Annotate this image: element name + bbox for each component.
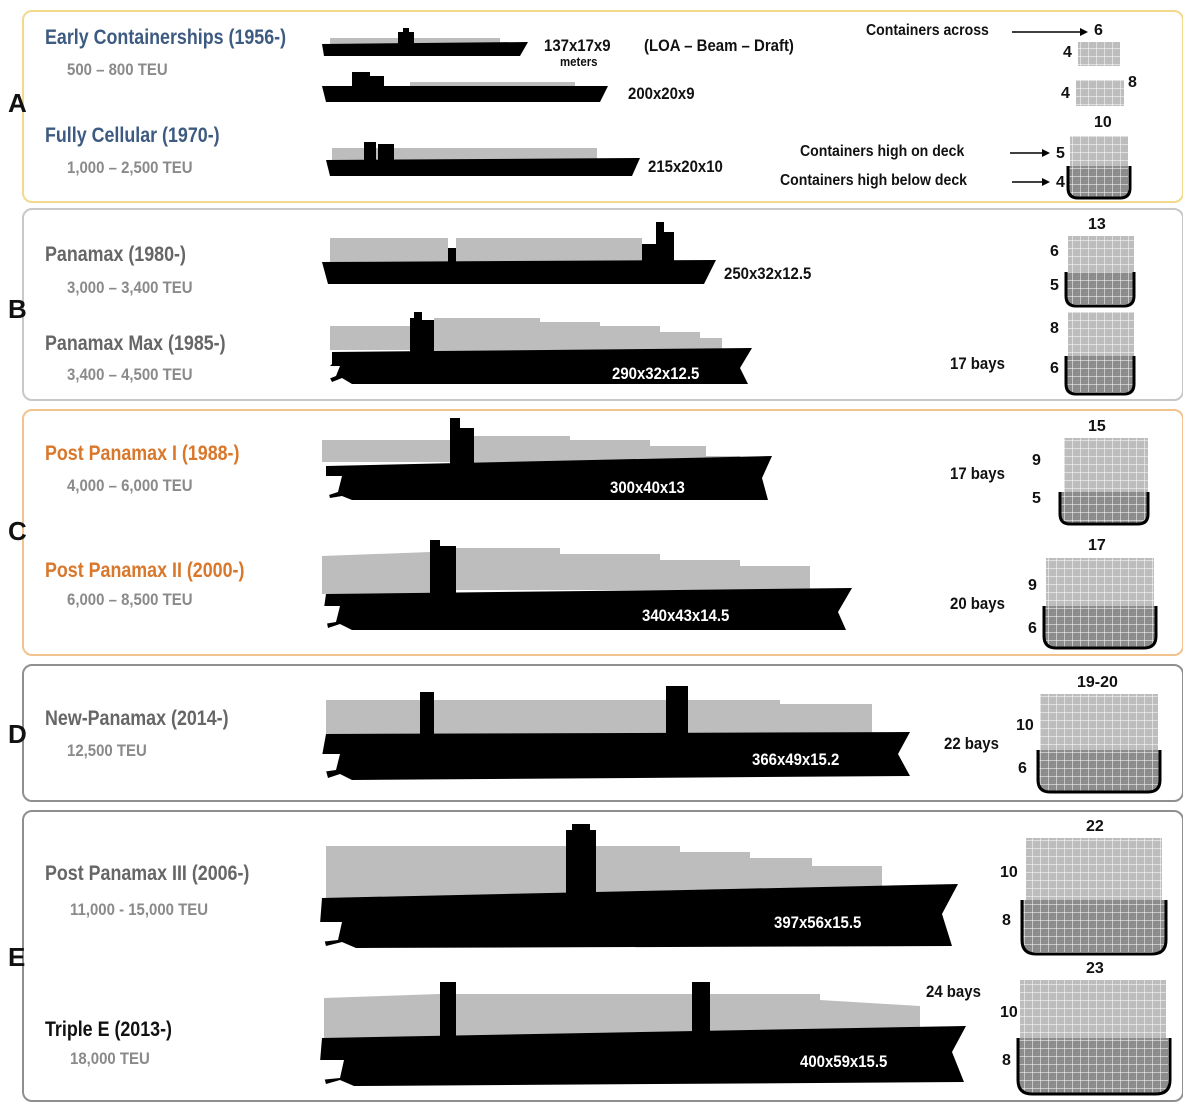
section-panamax-below: 5 bbox=[1050, 277, 1059, 294]
section-post-panamax-1-on-deck: 9 bbox=[1032, 452, 1041, 469]
section-triple-e-on-deck: 10 bbox=[1000, 1004, 1018, 1021]
dims-new-panamax: 366x49x15.2 bbox=[752, 750, 840, 769]
ship-silhouette-post-panamax-2 bbox=[322, 540, 852, 630]
legend-arrow-across bbox=[1012, 28, 1088, 36]
dims-panamax-max: 290x32x12.5 bbox=[612, 364, 700, 383]
ship-teu-new-panamax: 12,500 TEU bbox=[67, 741, 147, 760]
section-early-across: 6 bbox=[1094, 22, 1103, 39]
dims-early-2: 200x20x9 bbox=[628, 84, 695, 103]
cross-section-panamax-max bbox=[1064, 312, 1136, 396]
legend-below-deck: Containers high below deck bbox=[780, 172, 967, 189]
section-early-below: 4 bbox=[1063, 44, 1072, 61]
section-panamax-on-deck: 6 bbox=[1050, 243, 1059, 260]
ship-teu-panamax-max: 3,400 – 4,500 TEU bbox=[67, 365, 193, 384]
section-new-panamax-across: 19-20 bbox=[1077, 674, 1118, 691]
cross-section-fully-cellular bbox=[1066, 136, 1132, 200]
section-post-panamax-3-below: 8 bbox=[1002, 912, 1011, 929]
section-new-panamax-below: 6 bbox=[1018, 760, 1027, 777]
ship-teu-triple-e: 18,000 TEU bbox=[70, 1049, 150, 1068]
ship-silhouette-fully-cellular bbox=[326, 142, 640, 176]
section-panamax-max-on-deck: 8 bbox=[1050, 320, 1059, 337]
legend-across: Containers across bbox=[866, 22, 989, 39]
section-post-panamax-1-across: 15 bbox=[1088, 418, 1106, 435]
section-panamax-across: 13 bbox=[1088, 216, 1106, 233]
ship-name-triple-e: Triple E (2013-) bbox=[45, 1018, 172, 1041]
cross-section-new-panamax bbox=[1036, 694, 1162, 794]
section-fully-cellular-across: 10 bbox=[1094, 114, 1112, 131]
ship-teu-post-panamax-3: 11,000 - 15,000 TEU bbox=[70, 900, 209, 919]
legend-arrow-on-deck bbox=[1010, 149, 1050, 157]
group-letter-d: D bbox=[8, 719, 27, 749]
ship-name-early: Early Containerships (1956-) bbox=[45, 26, 287, 49]
ship-name-new-panamax: New-Panamax (2014-) bbox=[45, 707, 229, 730]
section-fully-cellular-on-deck: 5 bbox=[1056, 145, 1065, 162]
ship-silhouette-triple-e bbox=[320, 982, 966, 1086]
ship-name-panamax-max: Panamax Max (1985-) bbox=[45, 332, 226, 355]
bays-panamax-max: 17 bays bbox=[950, 354, 1005, 373]
section-post-panamax-3-across: 22 bbox=[1086, 818, 1104, 835]
section-post-panamax-3-on-deck: 10 bbox=[1000, 864, 1018, 881]
dims-post-panamax-3: 397x56x15.5 bbox=[774, 913, 862, 932]
section-post-panamax-2-on-deck: 9 bbox=[1028, 577, 1037, 594]
bays-post-panamax-1: 17 bays bbox=[950, 464, 1005, 483]
ship-teu-fully-cellular: 1,000 – 2,500 TEU bbox=[67, 158, 193, 177]
cross-section-triple-e bbox=[1016, 980, 1172, 1096]
dims-early: 137x17x9 bbox=[544, 36, 611, 55]
section-triple-e-across: 23 bbox=[1086, 960, 1104, 977]
cross-section-early bbox=[1078, 42, 1120, 66]
cross-section-post-panamax-3 bbox=[1020, 838, 1168, 956]
cross-section-early-2 bbox=[1076, 80, 1124, 106]
bays-triple-e: 24 bays bbox=[926, 982, 981, 1001]
dims-post-panamax-2: 340x43x14.5 bbox=[642, 606, 730, 625]
section-post-panamax-2-across: 17 bbox=[1088, 537, 1106, 554]
section-new-panamax-on-deck: 10 bbox=[1016, 717, 1034, 734]
bays-new-panamax: 22 bays bbox=[944, 734, 999, 753]
dims-key: (LOA – Beam – Draft) bbox=[644, 36, 794, 55]
ship-name-post-panamax-3: Post Panamax III (2006-) bbox=[45, 862, 250, 885]
cross-section-post-panamax-1 bbox=[1058, 438, 1150, 526]
section-early-2-across: 8 bbox=[1128, 74, 1137, 91]
ship-silhouette-post-panamax-3 bbox=[320, 824, 958, 948]
ship-name-post-panamax-1: Post Panamax I (1988-) bbox=[45, 442, 240, 465]
dims-unit: meters bbox=[560, 54, 598, 69]
ship-silhouette-panamax-max bbox=[326, 312, 752, 384]
section-fully-cellular-below: 4 bbox=[1056, 174, 1065, 191]
ship-name-post-panamax-2: Post Panamax II (2000-) bbox=[45, 559, 245, 582]
cross-section-post-panamax-2 bbox=[1042, 558, 1158, 650]
dims-fully-cellular: 215x20x10 bbox=[648, 157, 723, 176]
legend-arrow-below-deck bbox=[1012, 178, 1050, 186]
ship-teu-post-panamax-2: 6,000 – 8,500 TEU bbox=[67, 590, 193, 609]
section-post-panamax-1-below: 5 bbox=[1032, 490, 1041, 507]
ship-name-panamax: Panamax (1980-) bbox=[45, 243, 186, 266]
group-letter-b: B bbox=[8, 294, 27, 324]
dims-panamax: 250x32x12.5 bbox=[724, 264, 812, 283]
legend-on-deck: Containers high on deck bbox=[800, 143, 965, 160]
dims-triple-e: 400x59x15.5 bbox=[800, 1052, 888, 1071]
ship-teu-panamax: 3,000 – 3,400 TEU bbox=[67, 278, 193, 297]
section-panamax-max-below: 6 bbox=[1050, 360, 1059, 377]
group-letter-c: C bbox=[8, 516, 27, 546]
ship-teu-post-panamax-1: 4,000 – 6,000 TEU bbox=[67, 476, 193, 495]
ship-silhouette-early bbox=[322, 28, 528, 56]
ship-silhouette-post-panamax-1 bbox=[322, 418, 772, 500]
dims-post-panamax-1: 300x40x13 bbox=[610, 478, 685, 497]
cross-section-panamax bbox=[1064, 236, 1136, 308]
ship-silhouette-early-2 bbox=[322, 72, 608, 102]
ship-name-fully-cellular: Fully Cellular (1970-) bbox=[45, 124, 220, 147]
section-triple-e-below: 8 bbox=[1002, 1052, 1011, 1069]
group-letter-a: A bbox=[8, 88, 27, 118]
ship-silhouette-new-panamax bbox=[322, 686, 910, 780]
ship-teu-early: 500 – 800 TEU bbox=[67, 60, 168, 79]
bays-post-panamax-2: 20 bays bbox=[950, 594, 1005, 613]
group-letter-e: E bbox=[8, 942, 26, 972]
section-early-2-below: 4 bbox=[1061, 85, 1070, 102]
section-post-panamax-2-below: 6 bbox=[1028, 620, 1037, 637]
ship-silhouette-panamax bbox=[322, 222, 716, 284]
